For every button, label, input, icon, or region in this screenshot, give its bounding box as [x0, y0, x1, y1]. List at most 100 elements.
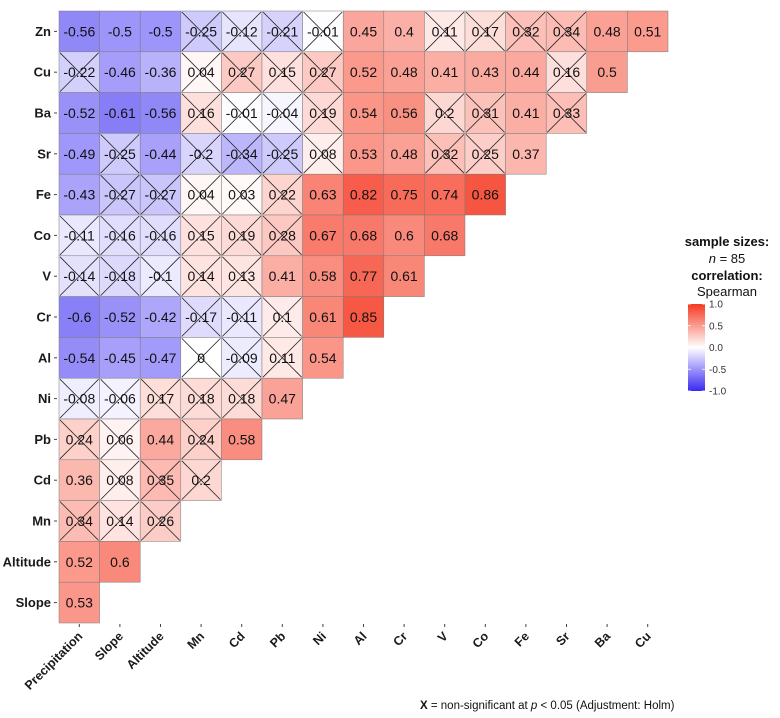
- cell-value: -0.56: [145, 105, 177, 121]
- cell-value: 0.33: [553, 105, 580, 121]
- cell-rect: [342, 214, 385, 257]
- cell-value: 0.74: [431, 187, 458, 203]
- cell-sr-slope: -0.25: [99, 133, 141, 175]
- non-significant-cross: [546, 11, 587, 52]
- cell-rect: [383, 255, 425, 297]
- cell-value: -0.12: [226, 23, 258, 39]
- cell-v-al: 0.77: [342, 255, 385, 297]
- cell-v-altitude: -0.1: [139, 255, 182, 297]
- legend-colorbar: [688, 304, 705, 391]
- cell-value: 0.18: [187, 391, 214, 407]
- heatmap-cells: -0.56 -0.5 -0.5 -0.25 -0.12 -0.21 -0.01 0.45 0.4…: [58, 10, 669, 624]
- non-significant-cross: [100, 215, 140, 256]
- cell-value: -0.45: [104, 350, 136, 366]
- legend-correlation-type: Spearman: [697, 284, 757, 299]
- cell-cd-precipitation: 0.36: [58, 459, 100, 501]
- row-label-altitude: Altitude: [3, 554, 51, 569]
- cell-fe-v: 0.74: [424, 173, 466, 216]
- column-label-cd: Cd: [226, 629, 248, 651]
- cell-rect: [342, 296, 385, 338]
- cell-rect: [99, 10, 141, 53]
- legend-n-symbol: n: [709, 251, 716, 266]
- cell-fe-ni: 0.63: [302, 173, 344, 216]
- cell-sr-al: 0.53: [342, 133, 385, 175]
- non-significant-cross: [100, 174, 140, 215]
- cell-rect: [383, 173, 425, 216]
- column-label-altitude: Altitude: [124, 629, 167, 672]
- cell-value: 0: [197, 350, 205, 366]
- cell-value: 0.54: [309, 350, 336, 366]
- cell-value: 0.2: [435, 105, 455, 121]
- cell-value: 0.03: [228, 187, 255, 203]
- cell-cr-slope: -0.52: [99, 296, 141, 338]
- cell-value: 0.52: [66, 554, 93, 570]
- cell-cu-mn: 0.04: [180, 51, 222, 93]
- non-significant-cross: [222, 11, 262, 52]
- non-significant-cross: [262, 297, 302, 337]
- cell-value: 0.44: [512, 64, 539, 80]
- cell-value: 0.48: [390, 146, 417, 162]
- cell-value: -0.54: [63, 350, 95, 366]
- row-label-ba: Ba: [34, 106, 51, 121]
- cell-zn-altitude: -0.5: [139, 10, 182, 53]
- cell-zn-slope: -0.5: [99, 10, 141, 53]
- cell-value: 0.35: [147, 472, 174, 488]
- cell-rect: [627, 10, 669, 53]
- cell-sr-cd: -0.34: [221, 133, 263, 175]
- cell-value: 0.26: [147, 513, 174, 529]
- cell-value: -0.16: [104, 227, 136, 243]
- cell-al-ni: 0.54: [302, 337, 344, 379]
- column-label-fe: Fe: [512, 629, 532, 649]
- legend-n-value: = 85: [716, 251, 745, 266]
- non-significant-cross: [100, 256, 140, 296]
- cell-rect: [342, 92, 385, 134]
- non-significant-cross: [222, 215, 262, 256]
- cell-rect: [58, 92, 100, 134]
- row-label-v: V: [42, 269, 51, 284]
- non-significant-cross: [222, 134, 262, 174]
- cell-al-cd: -0.09: [221, 337, 263, 379]
- cell-fe-slope: -0.27: [99, 173, 141, 216]
- cell-cu-fe: 0.44: [505, 51, 547, 93]
- non-significant-cross: [303, 134, 343, 174]
- cell-rect: [139, 51, 182, 93]
- legend: sample sizes: n = 85 correlation: Spearm…: [685, 234, 770, 398]
- cell-cu-co: 0.43: [464, 51, 506, 93]
- cell-value: 0.25: [472, 146, 499, 162]
- caption-text-after: < 0.05 (Adjustment: Holm): [537, 700, 674, 712]
- cell-cr-mn: -0.17: [180, 296, 222, 338]
- cell-rect: [383, 92, 425, 134]
- non-significant-cross: [262, 11, 302, 52]
- cell-cu-slope: -0.46: [99, 51, 141, 93]
- cell-cu-v: 0.41: [424, 51, 466, 93]
- column-label-ni: Ni: [310, 629, 329, 648]
- cell-value: 0.17: [147, 391, 174, 407]
- cell-value: 0.08: [106, 472, 133, 488]
- cell-value: 0.06: [106, 431, 133, 447]
- cell-value: 0.13: [228, 268, 255, 284]
- row-label-ni: Ni: [38, 391, 51, 406]
- row-label-cd: Cd: [34, 473, 51, 488]
- cell-co-ni: 0.67: [302, 214, 344, 257]
- cell-mn-precipitation: 0.34: [58, 500, 100, 542]
- cell-value: -0.1: [148, 268, 172, 284]
- non-significant-cross: [303, 93, 343, 133]
- cell-value: 0.19: [309, 105, 336, 121]
- cell-rect: [99, 51, 141, 93]
- row-label-mn: Mn: [32, 514, 51, 529]
- cell-value: -0.25: [185, 23, 217, 39]
- cell-ni-slope: -0.06: [99, 377, 141, 420]
- cell-value: -0.27: [104, 187, 136, 203]
- cell-value: 0.58: [228, 431, 255, 447]
- cell-pb-cd: 0.58: [221, 418, 263, 461]
- non-significant-cross: [222, 297, 262, 337]
- cell-value: 0.45: [350, 23, 377, 39]
- non-significant-cross: [222, 52, 262, 92]
- cell-value: 0.14: [187, 268, 214, 284]
- non-significant-cross: [140, 378, 181, 419]
- cell-zn-fe: 0.32: [505, 10, 547, 53]
- cell-cu-al: 0.52: [342, 51, 385, 93]
- non-significant-cross: [100, 460, 140, 500]
- cell-value: -0.25: [266, 146, 298, 162]
- cell-value: 0.27: [309, 64, 336, 80]
